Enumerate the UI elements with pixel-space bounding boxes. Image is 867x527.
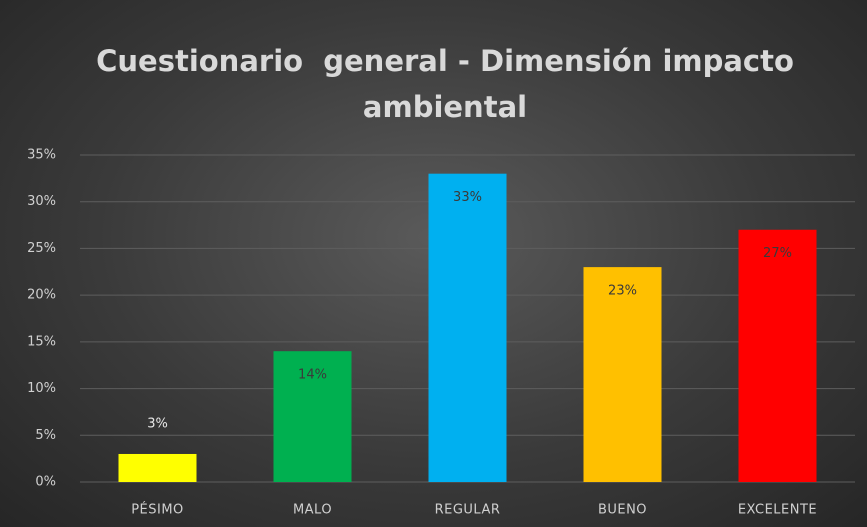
y-tick-label: 5% (35, 428, 56, 443)
y-tick-label: 15% (27, 334, 56, 349)
data-label: 23% (608, 284, 637, 299)
y-tick-label: 10% (27, 381, 56, 396)
data-label: 27% (763, 246, 792, 261)
y-tick-label: 30% (27, 194, 56, 209)
y-tick-label: 35% (27, 148, 56, 163)
x-tick-label: REGULAR (435, 503, 501, 518)
x-tick-label: EXCELENTE (738, 503, 817, 518)
y-tick-label: 25% (27, 241, 56, 256)
y-tick-label: 0% (35, 475, 56, 490)
bar (738, 229, 817, 482)
chart-title: Cuestionario general - Dimensión impacto… (96, 44, 805, 124)
data-label: 33% (453, 190, 482, 205)
bar (428, 173, 507, 482)
x-tick-label: BUENO (598, 503, 647, 518)
x-tick-label: PÉSIMO (131, 502, 184, 518)
bar (583, 267, 662, 482)
bar (118, 453, 197, 482)
bar (273, 351, 352, 482)
data-label: 14% (298, 368, 327, 383)
data-label: 3% (147, 416, 168, 431)
y-tick-label: 20% (27, 288, 56, 303)
x-tick-label: MALO (293, 503, 332, 518)
